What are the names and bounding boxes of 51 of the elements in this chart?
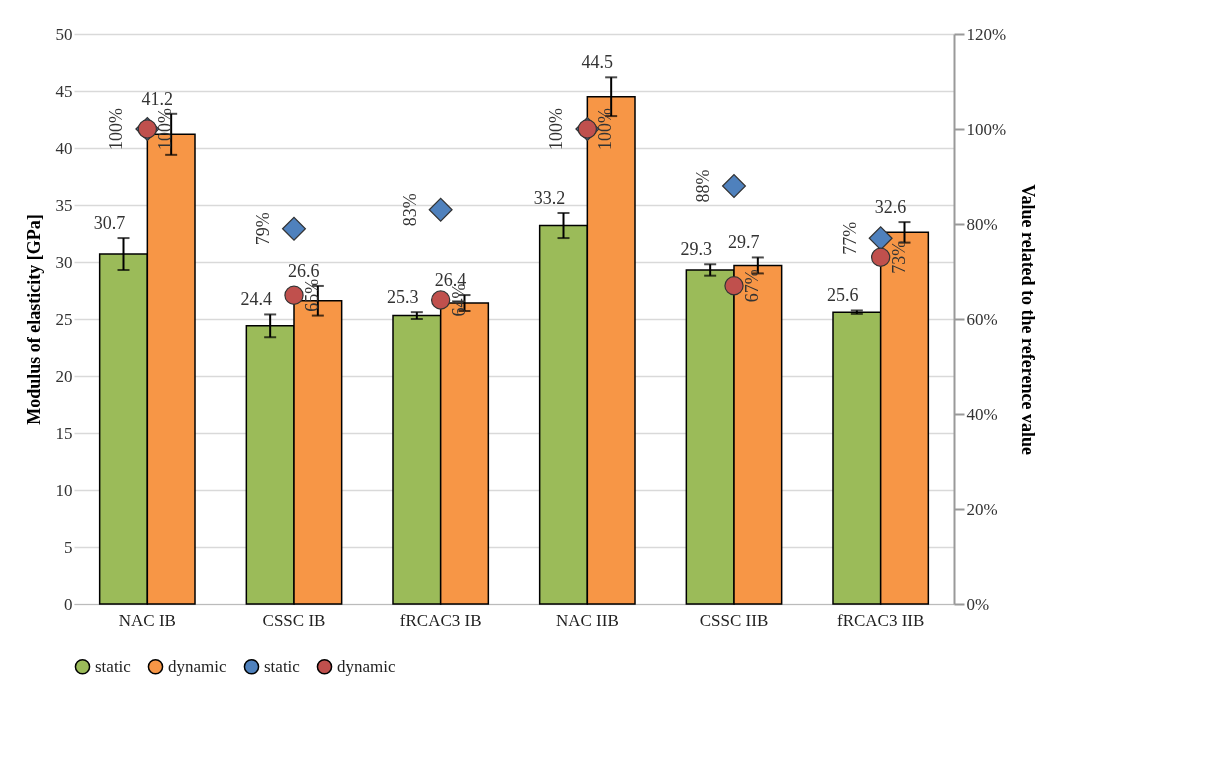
y-tick-label: 35 (55, 195, 73, 215)
y-axis-title: Modulus of elasticity [GPa] (23, 214, 44, 425)
legend-label: dynamic (337, 656, 396, 676)
data-label: 73% (888, 240, 909, 274)
legend-label: static (95, 656, 132, 676)
data-label: 65% (302, 278, 322, 312)
y-tick-label: 30 (55, 252, 73, 272)
data-label: 79% (253, 212, 273, 246)
x-tick-label: NAC IIB (555, 610, 619, 630)
y2-tick-label: 60% (966, 309, 998, 329)
data-label: 100% (546, 108, 567, 150)
y-tick-label: 0 (64, 594, 73, 614)
y2-tick-label: 80% (966, 214, 998, 234)
y-tick-label: 50 (55, 24, 73, 44)
y-tick-label: 15 (55, 423, 73, 443)
data-label: 67% (742, 269, 762, 303)
data-label: 29.7 (728, 232, 760, 253)
y-tick-label: 45 (55, 81, 73, 101)
data-label: 33.2 (533, 187, 566, 208)
data-label: 24.4 (240, 289, 272, 310)
y-tick-label: 10 (55, 480, 73, 500)
data-label: 77% (839, 221, 860, 255)
y2-tick-label: 40% (966, 404, 998, 424)
y-tick-label: 25 (55, 309, 73, 329)
x-tick-label: NAC IB (118, 610, 176, 630)
x-tick-label: CSSC IB (262, 610, 326, 630)
data-label: 32.6 (874, 197, 907, 218)
y2-tick-label: 100% (966, 119, 1007, 139)
y-tick-label: 20 (55, 366, 73, 386)
data-label: 29.3 (680, 239, 712, 260)
y-tick-label: 40 (55, 138, 73, 158)
y2-axis-title: Value related to the reference value (1018, 184, 1039, 455)
data-label: 83% (399, 193, 420, 227)
y2-tick-label: 120% (966, 24, 1007, 44)
y2-tick-label: 20% (966, 499, 998, 519)
x-tick-label: fRCAC3 IB (399, 610, 482, 630)
data-label: 100% (106, 108, 127, 150)
y-tick-label: 5 (64, 537, 73, 557)
x-tick-label: CSSC IIB (699, 610, 769, 630)
y2-tick-label: 0% (966, 594, 990, 614)
data-label: 25.6 (827, 285, 859, 306)
data-label: 100% (595, 108, 616, 150)
data-label: 30.7 (93, 213, 126, 234)
x-tick-label: fRCAC3 IIB (836, 610, 925, 630)
data-label: 41.2 (141, 88, 173, 109)
data-label: 100% (155, 108, 176, 150)
data-label: 44.5 (581, 52, 613, 73)
data-label: 25.3 (387, 287, 419, 308)
legend-label: static (264, 656, 301, 676)
data-label: 88% (693, 169, 713, 203)
legend-label: dynamic (168, 656, 227, 676)
